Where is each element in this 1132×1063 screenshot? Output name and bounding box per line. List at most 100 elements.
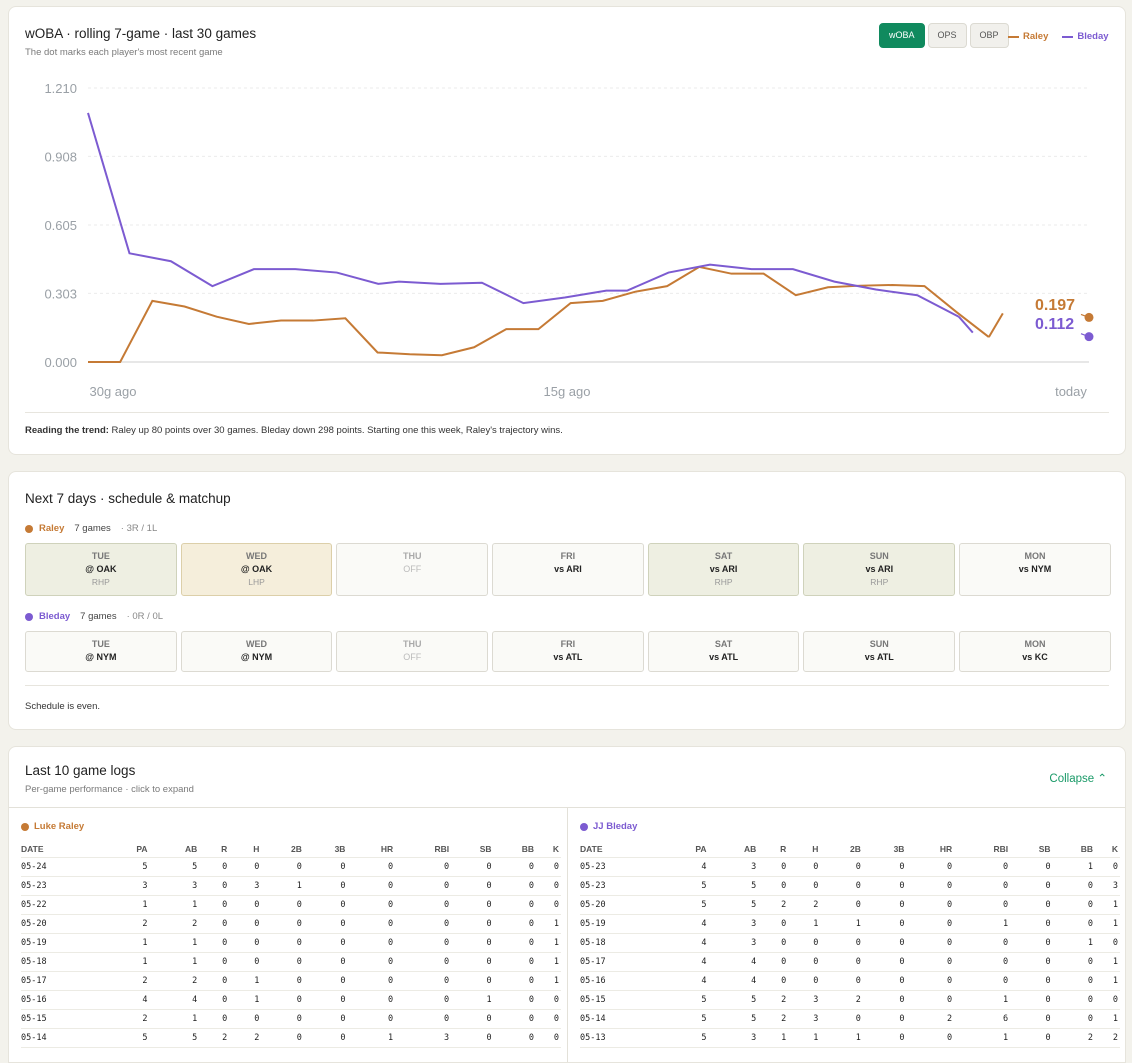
table-cell: 05-22 [21,899,47,910]
table-cell: 0 [855,861,861,872]
tile-day: THU [402,639,422,649]
schedule-tile[interactable]: WED @ OAK LHP [180,543,333,596]
log-table: DATE PA AB R H 2B 3B HR RBI SB BB K 05-24 5 5 0 0 0 0 0 0 0 0 0… [21,841,561,1048]
column-header: DATE [580,843,603,854]
table-cell: 0 [855,937,861,948]
schedule-tile[interactable]: SAT vs ATL [647,631,800,672]
game-count: 7 games [80,611,117,622]
table-row[interactable]: 05-18 4 3 0 0 0 0 0 0 0 1 0 [580,933,1120,952]
tile-day: THU [402,551,422,561]
table-row[interactable]: 05-20 5 5 2 2 0 0 0 0 0 0 1 [580,895,1120,914]
table-cell: 5 [751,994,757,1005]
reading-trend-text: Reading the trend: Raley up 80 points ov… [25,425,563,436]
table-cell: 5 [701,899,707,910]
schedule-tile[interactable]: THU OFF [336,631,489,672]
table-row[interactable]: 05-20 2 2 0 0 0 0 0 0 0 0 1 [21,914,561,933]
table-row[interactable]: 05-14 5 5 2 3 0 0 2 6 0 0 1 [580,1009,1120,1028]
table-cell: 0 [946,861,953,872]
metric-button-obp[interactable]: OBP [969,23,1009,48]
table-cell: 0 [222,861,228,872]
table-cell: 0 [1002,937,1009,948]
schedule-tile[interactable]: THU OFF [336,543,489,596]
schedule-tile[interactable]: FRI vs ATL [492,631,644,672]
column-header: AB [743,843,757,854]
schedule-tile[interactable]: SUN vs ATL [803,631,956,672]
table-cell: 1 [855,1032,861,1043]
table-cell: 0 [553,994,559,1005]
game-logs-card: Last 10 game logs Per-game performance ·… [8,746,1126,1063]
table-row[interactable]: 05-13 5 3 1 1 1 0 0 1 0 2 2 [580,1028,1120,1047]
table-cell: 0 [296,937,302,948]
table-row[interactable]: 05-19 1 1 0 0 0 0 0 0 0 0 1 [21,933,561,952]
x-tick-label: 15g ago [544,384,591,399]
table-cell: 0 [222,994,228,1005]
y-tick-label: 0.605 [44,218,77,233]
table-row[interactable]: 05-23 3 3 0 3 1 0 0 0 0 0 0 [21,876,561,895]
table-row[interactable]: 05-23 4 3 0 0 0 0 0 0 0 1 0 [580,857,1120,876]
table-cell: 5 [192,1032,198,1043]
log-table-raley: Luke Raley DATE PA AB R H 2B 3B HR RBI SB BB K 05-24… [21,821,561,1048]
legend-label: Raley [1023,31,1049,42]
y-tick-label: 0.908 [44,149,77,164]
table-row[interactable]: 05-19 4 3 0 1 1 0 0 1 0 0 1 [580,914,1120,933]
tile-day: WED [246,551,268,561]
table-cell: 0 [899,899,905,910]
table-row[interactable]: 05-15 2 1 0 0 0 0 0 0 0 0 0 [21,1009,561,1028]
table-row[interactable]: 05-17 4 4 0 0 0 0 0 0 0 0 1 [580,952,1120,971]
trend-subtitle: The dot marks each player's most recent … [25,47,223,58]
table-cell: 05-19 [21,937,47,948]
table-cell: 05-20 [580,899,606,910]
schedule-tile[interactable]: MON vs KC [959,631,1111,672]
tile-opponent: @ NYM [240,652,273,662]
series-line-raley [88,265,990,363]
schedule-tile[interactable]: SAT vs ARI RHP [647,543,800,596]
table-cell: 0 [1002,861,1009,872]
table-cell: 0 [443,994,450,1005]
schedule-tile[interactable]: SUN vs ARI RHP [803,543,956,596]
hand-split: · 0R / 0L [126,611,164,622]
table-cell: 0 [1087,1013,1094,1024]
table-row[interactable]: 05-17 2 2 0 1 0 0 0 0 0 0 1 [21,971,561,990]
table-cell: 0 [443,937,450,948]
table-cell: 1 [192,937,198,948]
column-header: HR [380,843,394,854]
metric-button-woba[interactable]: wOBA [879,23,925,48]
collapse-label: Collapse [1049,773,1095,785]
schedule-tile[interactable]: FRI vs ARI [492,543,644,596]
collapse-button[interactable]: Collapse ⌃ [1049,771,1107,785]
table-cell: 2 [142,1013,148,1024]
table-cell: 0 [486,975,492,986]
table-cell: 5 [751,899,757,910]
table-row[interactable]: 05-22 1 1 0 0 0 0 0 0 0 0 0 [21,895,561,914]
tile-day: WED [246,639,268,649]
table-row[interactable]: 05-24 5 5 0 0 0 0 0 0 0 0 0 [21,857,561,876]
schedule-player-raley: Raley 7 games · 3R / 1L [25,523,157,534]
table-row[interactable]: 05-23 5 5 0 0 0 0 0 0 0 0 3 [580,876,1120,895]
table-cell: 0 [781,918,787,929]
schedule-tile[interactable]: TUE @ OAK RHP [25,543,177,596]
column-header: BB [1080,843,1094,854]
table-row[interactable]: 05-16 4 4 0 1 0 0 0 0 1 0 0 [21,990,561,1009]
divider [25,685,1109,686]
tile-opponent: OFF [403,564,422,574]
table-cell: 1 [813,918,819,929]
schedule-tile[interactable]: WED @ NYM [180,631,333,672]
schedule-tile[interactable]: MON vs NYM [959,543,1111,596]
table-row[interactable]: 05-15 5 5 2 3 2 0 0 1 0 0 0 [580,990,1120,1009]
table-row[interactable]: 05-16 4 4 0 0 0 0 0 0 0 0 1 [580,971,1120,990]
x-tick-label: 30g ago [90,384,137,399]
table-cell: 0 [486,899,492,910]
table-row[interactable]: 05-14 5 5 2 2 0 0 1 3 0 0 0 [21,1028,561,1047]
table-cell: 2 [946,1013,953,1024]
table-cell: 0 [296,956,302,967]
table-cell: 0 [899,994,905,1005]
table-cell: 0 [1002,880,1009,891]
last-point-dot-bleday [1084,332,1094,342]
table-cell: 0 [781,937,787,948]
player-dot [580,822,588,831]
table-row[interactable]: 05-18 1 1 0 0 0 0 0 0 0 0 1 [21,952,561,971]
metric-button-ops[interactable]: OPS [927,23,967,48]
schedule-tile[interactable]: TUE @ NYM [25,631,177,672]
table-cell: 1 [1112,899,1118,910]
table-cell: 0 [443,956,450,967]
